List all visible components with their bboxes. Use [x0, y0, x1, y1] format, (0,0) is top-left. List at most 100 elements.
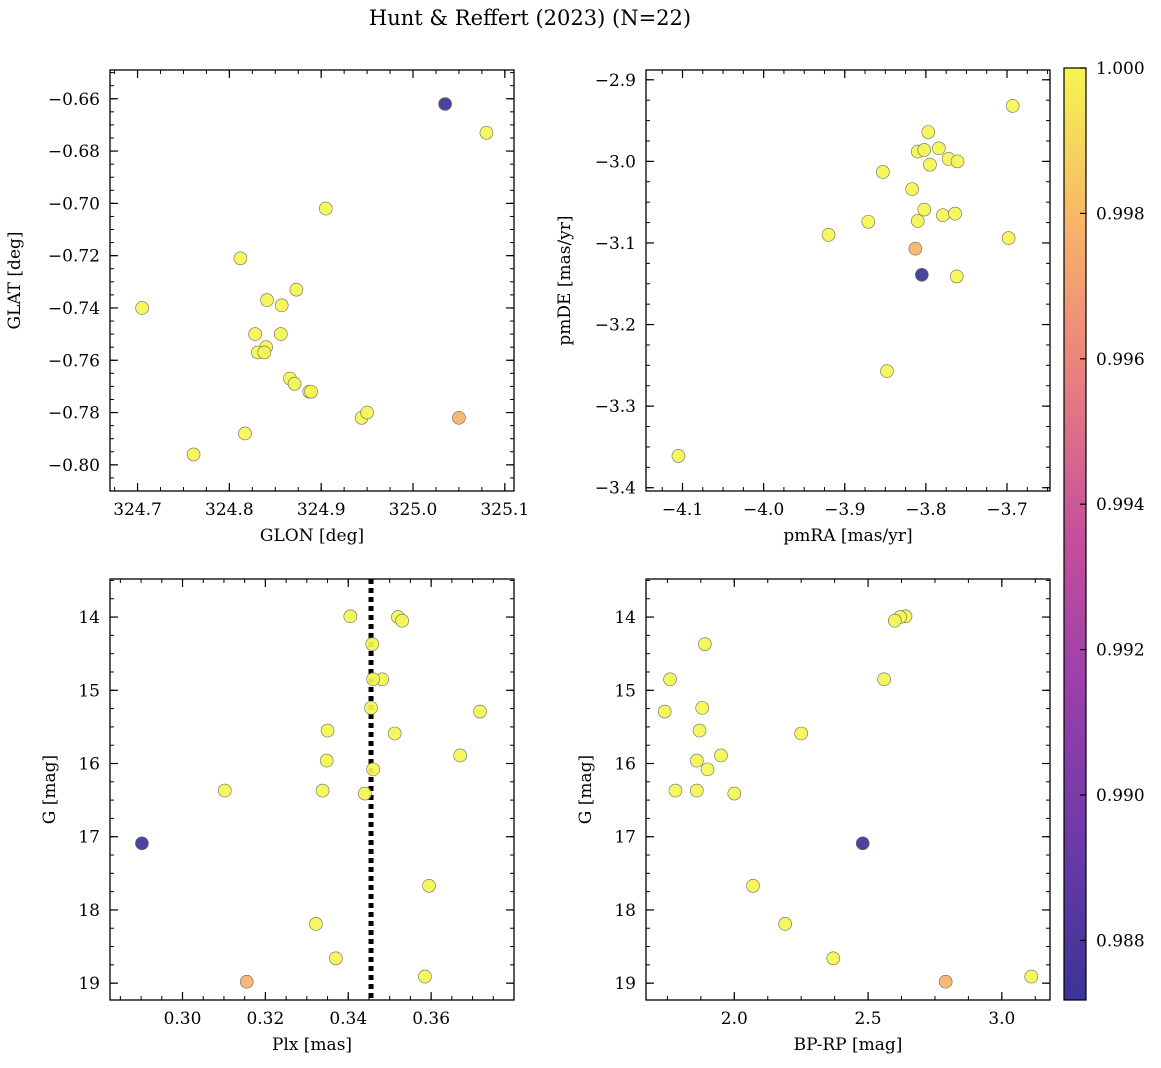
scatter-point	[217, 783, 232, 798]
panel-2: −4.1 −4.0 −3.9 −3.8 −3.7 −2.9 −3.0 −3.1 −3.2 −3.3…	[555, 69, 1051, 546]
scatter-point	[1001, 231, 1016, 245]
scatter-point	[826, 951, 841, 966]
scatter-point	[905, 182, 919, 196]
y-axis-label: G [mag]	[40, 755, 60, 824]
scatter-point	[917, 143, 932, 157]
scatter-point	[938, 974, 953, 989]
panel-1: 324.7 324.8 324.9 325.0 325.1 −0.66 −0.68 −0.70…	[5, 69, 529, 546]
scatter-point	[910, 214, 925, 228]
scatter-point	[135, 836, 149, 851]
scatter-point	[438, 97, 452, 111]
y-tick-label: 18	[614, 901, 636, 921]
scatter-point	[700, 762, 715, 777]
y-axis-label: GLAT [deg]	[5, 231, 25, 329]
x-tick-label: −3.8	[905, 500, 946, 520]
scatter-point	[888, 613, 902, 628]
scatter-point	[365, 637, 380, 651]
scatter-point	[950, 154, 965, 169]
scatter-point	[422, 878, 436, 893]
scatter-point	[257, 345, 272, 360]
y-tick-label: −0.80	[48, 456, 100, 476]
y-tick-label: 18	[78, 901, 100, 921]
figure-title: Hunt & Reffert (2023) (N=22)	[368, 6, 692, 30]
scatter-point	[186, 447, 201, 462]
scatter-point	[668, 783, 683, 798]
y-tick-label: −0.68	[48, 142, 100, 162]
x-tick-label: −3.9	[824, 500, 865, 520]
scatter-point	[695, 701, 709, 715]
scatter-point	[318, 201, 333, 216]
x-tick-label: 324.8	[205, 500, 254, 520]
scatter-point	[315, 783, 330, 798]
scatter-point	[260, 293, 274, 307]
y-tick-label: −3.4	[595, 479, 636, 499]
scatter-point	[915, 267, 929, 282]
scatter-point	[248, 327, 262, 341]
x-tick-label: 2.5	[855, 1009, 882, 1029]
scatter-point	[395, 613, 409, 628]
scatter-point	[239, 974, 254, 989]
y-tick-label: −0.66	[48, 90, 100, 110]
scatter-point	[289, 282, 304, 297]
y-tick-label: −3.1	[595, 234, 636, 254]
y-tick-label: 15	[78, 681, 100, 701]
scatter-point	[233, 251, 248, 266]
scatter-point	[387, 726, 402, 741]
colorbar-tick-label: 0.998	[1096, 204, 1145, 224]
y-tick-label: 16	[78, 755, 100, 775]
panel-frame	[645, 578, 1051, 1001]
scatter-point	[366, 672, 380, 687]
scatter-point	[274, 298, 289, 313]
x-tick-label: 3.0	[988, 1009, 1015, 1029]
panel-3: 0.30 0.32 0.34 0.36 14 15 16 17 18 19 Plx [mas] G […	[40, 578, 515, 1055]
x-tick-label: 324.7	[113, 500, 162, 520]
scatter-point	[309, 917, 323, 931]
panel-frame	[109, 578, 515, 1001]
y-tick-label: 17	[614, 828, 636, 848]
x-tick-label: 2.0	[721, 1009, 748, 1029]
scatter-point	[1005, 99, 1020, 113]
y-tick-label: −0.78	[48, 404, 100, 424]
x-tick-label: 0.32	[246, 1009, 284, 1029]
x-axis-label: pmRA [mas/yr]	[783, 526, 912, 546]
y-tick-label: −3.2	[595, 316, 636, 336]
scatter-point	[358, 786, 372, 801]
scatter-point	[948, 206, 962, 221]
scatter-point	[917, 202, 932, 217]
scatter-point	[690, 753, 704, 768]
y-tick-label: 16	[614, 755, 636, 775]
scatter-point	[861, 214, 876, 229]
scatter-point	[1024, 969, 1039, 984]
y-tick-label: 19	[614, 974, 636, 994]
colorbar-tick-label: 0.988	[1096, 931, 1145, 951]
scatter-point	[273, 327, 288, 341]
panel-frame	[109, 69, 515, 492]
scatter-point	[319, 753, 334, 768]
x-tick-label: 0.34	[329, 1009, 367, 1029]
x-axis-label: BP-RP [mag]	[794, 1035, 903, 1055]
scatter-point	[238, 426, 252, 441]
x-tick-label: 324.9	[297, 500, 346, 520]
colorbar-scale	[1063, 67, 1087, 1001]
y-tick-label: −0.74	[48, 299, 100, 319]
x-tick-label: −4.1	[662, 500, 703, 520]
scatter-point	[794, 726, 808, 741]
y-tick-label: 17	[78, 828, 100, 848]
colorbar: 0.988 0.990 0.992 0.994 0.996 0.998 1.000	[1063, 59, 1145, 1001]
scatter-point	[329, 951, 343, 966]
scatter-point	[921, 125, 936, 139]
x-tick-label: 0.36	[412, 1009, 450, 1029]
y-tick-label: −3.0	[595, 152, 636, 172]
scatter-point	[360, 405, 374, 420]
scatter-point	[877, 672, 891, 687]
y-tick-label: −0.76	[48, 351, 100, 371]
scatter-point	[690, 783, 704, 798]
scatter-point	[908, 241, 923, 256]
y-tick-label: 19	[78, 974, 100, 994]
colorbar-tick-label: 0.996	[1096, 350, 1145, 370]
scatter-point	[880, 364, 894, 378]
y-tick-label: −3.3	[595, 397, 636, 417]
colorbar-tick-label: 0.992	[1096, 641, 1145, 661]
